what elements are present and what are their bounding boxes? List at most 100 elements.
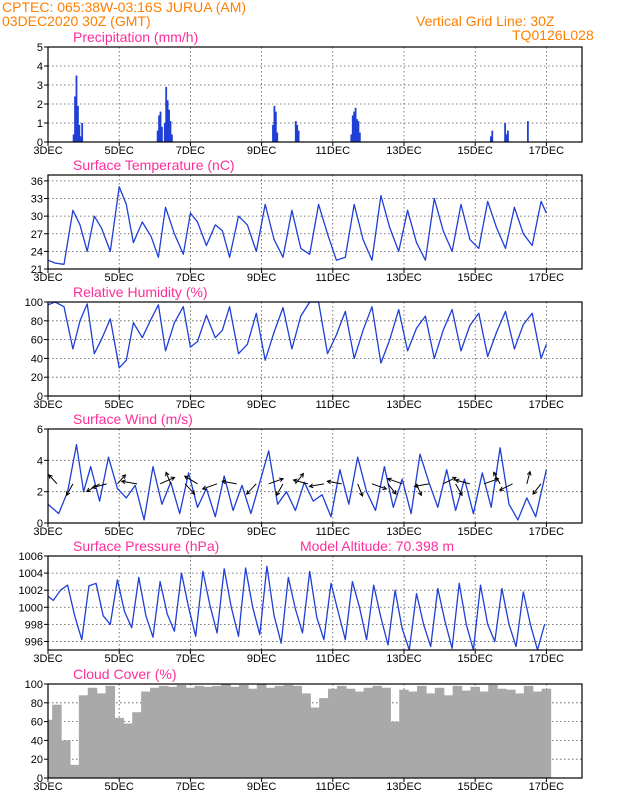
cloud-bar xyxy=(301,693,311,778)
cloud-bar xyxy=(96,693,107,778)
cloud-bar xyxy=(239,684,249,778)
y-tick-label: 33 xyxy=(31,194,43,206)
cloud-bar xyxy=(417,685,427,778)
cloud-bar xyxy=(212,685,222,778)
wind-arrow-shaft xyxy=(357,483,363,497)
x-tick-label: 11DEC xyxy=(315,526,350,538)
cloud-bar xyxy=(372,685,383,778)
wind-arrow-shaft xyxy=(455,483,463,496)
cloud-bar xyxy=(185,687,196,778)
wind-arrow-shaft xyxy=(455,479,470,485)
precip-bar xyxy=(274,111,277,142)
precip-bar xyxy=(356,119,358,142)
x-tick-label: 17DEC xyxy=(529,399,565,411)
x-tick-label: 15DEC xyxy=(457,399,493,411)
y-tick-label: 3 xyxy=(37,80,43,92)
wind-arrow-head xyxy=(190,490,196,495)
precip-bar xyxy=(79,136,82,142)
y-tick-label: 998 xyxy=(25,619,43,631)
wind-arrow-head xyxy=(292,478,298,484)
cloud-bar xyxy=(230,686,240,778)
x-tick-label: 13DEC xyxy=(386,145,422,157)
x-tick-label: 15DEC xyxy=(457,272,493,284)
wind-arrow-shaft xyxy=(309,483,324,487)
x-tick-label: 9DEC xyxy=(247,399,276,411)
wind-arrow-shaft xyxy=(414,483,430,487)
precip-bar xyxy=(161,126,163,142)
x-tick-label: 3DEC xyxy=(33,399,62,411)
y-tick-label: 36 xyxy=(31,176,43,188)
chart-panel-4: 996 998 1000 1002 1004 1006 3DEC 5DEC 7DEC 9DEC 11… xyxy=(19,538,583,665)
chart-panel-3: 0 2 4 6 3DEC 5DEC 7DEC 9DEC 11DEC 13DEC 15DEC 17DEC… xyxy=(33,411,583,538)
cloud-bar xyxy=(363,687,374,778)
wind-arrow-head xyxy=(66,491,71,497)
wind-arrow-head xyxy=(279,477,285,483)
precip-bar xyxy=(489,136,492,142)
cloud-bar xyxy=(541,688,552,778)
x-tick-label: 13DEC xyxy=(386,781,422,793)
series-line xyxy=(47,301,548,369)
wind-arrow-shaft xyxy=(483,478,499,485)
x-tick-label: 9DEC xyxy=(247,526,276,538)
panel-title: Cloud Cover (%) xyxy=(73,666,176,682)
x-tick-label: 17DEC xyxy=(529,781,565,793)
wind-arrow-head xyxy=(417,491,423,497)
plot-frame xyxy=(47,683,583,779)
y-tick-label: 4 xyxy=(37,455,43,467)
y-tick-label: 0 xyxy=(37,773,43,785)
wind-arrow-shaft xyxy=(92,483,107,489)
x-tick-label: 3DEC xyxy=(33,653,62,665)
y-tick-label: 80 xyxy=(31,698,43,710)
series-line xyxy=(47,444,548,521)
chart-panel-0: 0 1 2 3 4 5 3DEC 5DEC 7DEC 9DEC 11DEC 13DEC 15DEC 17D… xyxy=(33,29,583,157)
x-tick-label: 9DEC xyxy=(247,781,276,793)
precip-bar xyxy=(78,124,81,142)
x-tick-label: 13DEC xyxy=(386,653,422,665)
wind-arrow xyxy=(295,472,305,485)
precip-bar xyxy=(273,105,276,142)
precip-bar xyxy=(294,121,297,142)
y-tick-label: 21 xyxy=(31,264,43,276)
cloud-bar xyxy=(523,685,534,778)
wind-arrow-shaft xyxy=(526,471,531,484)
precip-bar xyxy=(297,130,300,142)
wind-arrow-head xyxy=(201,485,207,491)
cloud-bar xyxy=(399,689,409,778)
panel-title: Surface Wind (m/s) xyxy=(73,411,193,427)
precip-bar xyxy=(357,121,360,142)
y-tick-label: 60 xyxy=(31,717,43,729)
x-tick-label: 15DEC xyxy=(457,653,493,665)
cloud-bar xyxy=(470,686,480,778)
x-tick-label: 15DEC xyxy=(457,145,493,157)
wind-arrow xyxy=(308,483,324,489)
wind-arrow-head xyxy=(121,474,127,479)
x-tick-label: 3DEC xyxy=(33,145,62,157)
precip-bar xyxy=(170,134,173,142)
wind-arrow xyxy=(48,474,58,485)
wind-arrow xyxy=(117,474,127,485)
x-tick-label: 15DEC xyxy=(457,526,493,538)
precip-bar xyxy=(504,123,507,142)
cloud-bar xyxy=(506,689,516,778)
wind-arrow-head xyxy=(386,477,392,483)
y-tick-label: 60 xyxy=(31,335,43,347)
precip-bar xyxy=(163,123,166,142)
wind-arrow-head xyxy=(454,478,460,484)
chart-panel-2: 0 20 40 60 80 100 3DEC 5DEC 7DEC 9DEC 11DEC 13DEC 15… xyxy=(25,284,583,411)
cloud-bar xyxy=(105,685,116,778)
y-tick-label: 0 xyxy=(37,391,43,403)
y-tick-label: 1002 xyxy=(19,585,43,597)
wind-arrow-head xyxy=(498,486,504,491)
y-tick-label: 20 xyxy=(31,754,43,766)
wind-arrow xyxy=(454,478,470,485)
wind-arrow-head xyxy=(494,477,500,483)
wind-arrow-shaft xyxy=(387,478,403,485)
wind-arrow-shaft xyxy=(184,483,196,495)
wind-arrow-head xyxy=(451,476,457,482)
cloud-bar xyxy=(132,712,142,778)
cloud-bar xyxy=(52,704,62,778)
y-tick-label: 100 xyxy=(25,679,43,691)
panel-title: Relative Humidity (%) xyxy=(73,284,208,300)
wind-arrow-head xyxy=(48,474,53,479)
